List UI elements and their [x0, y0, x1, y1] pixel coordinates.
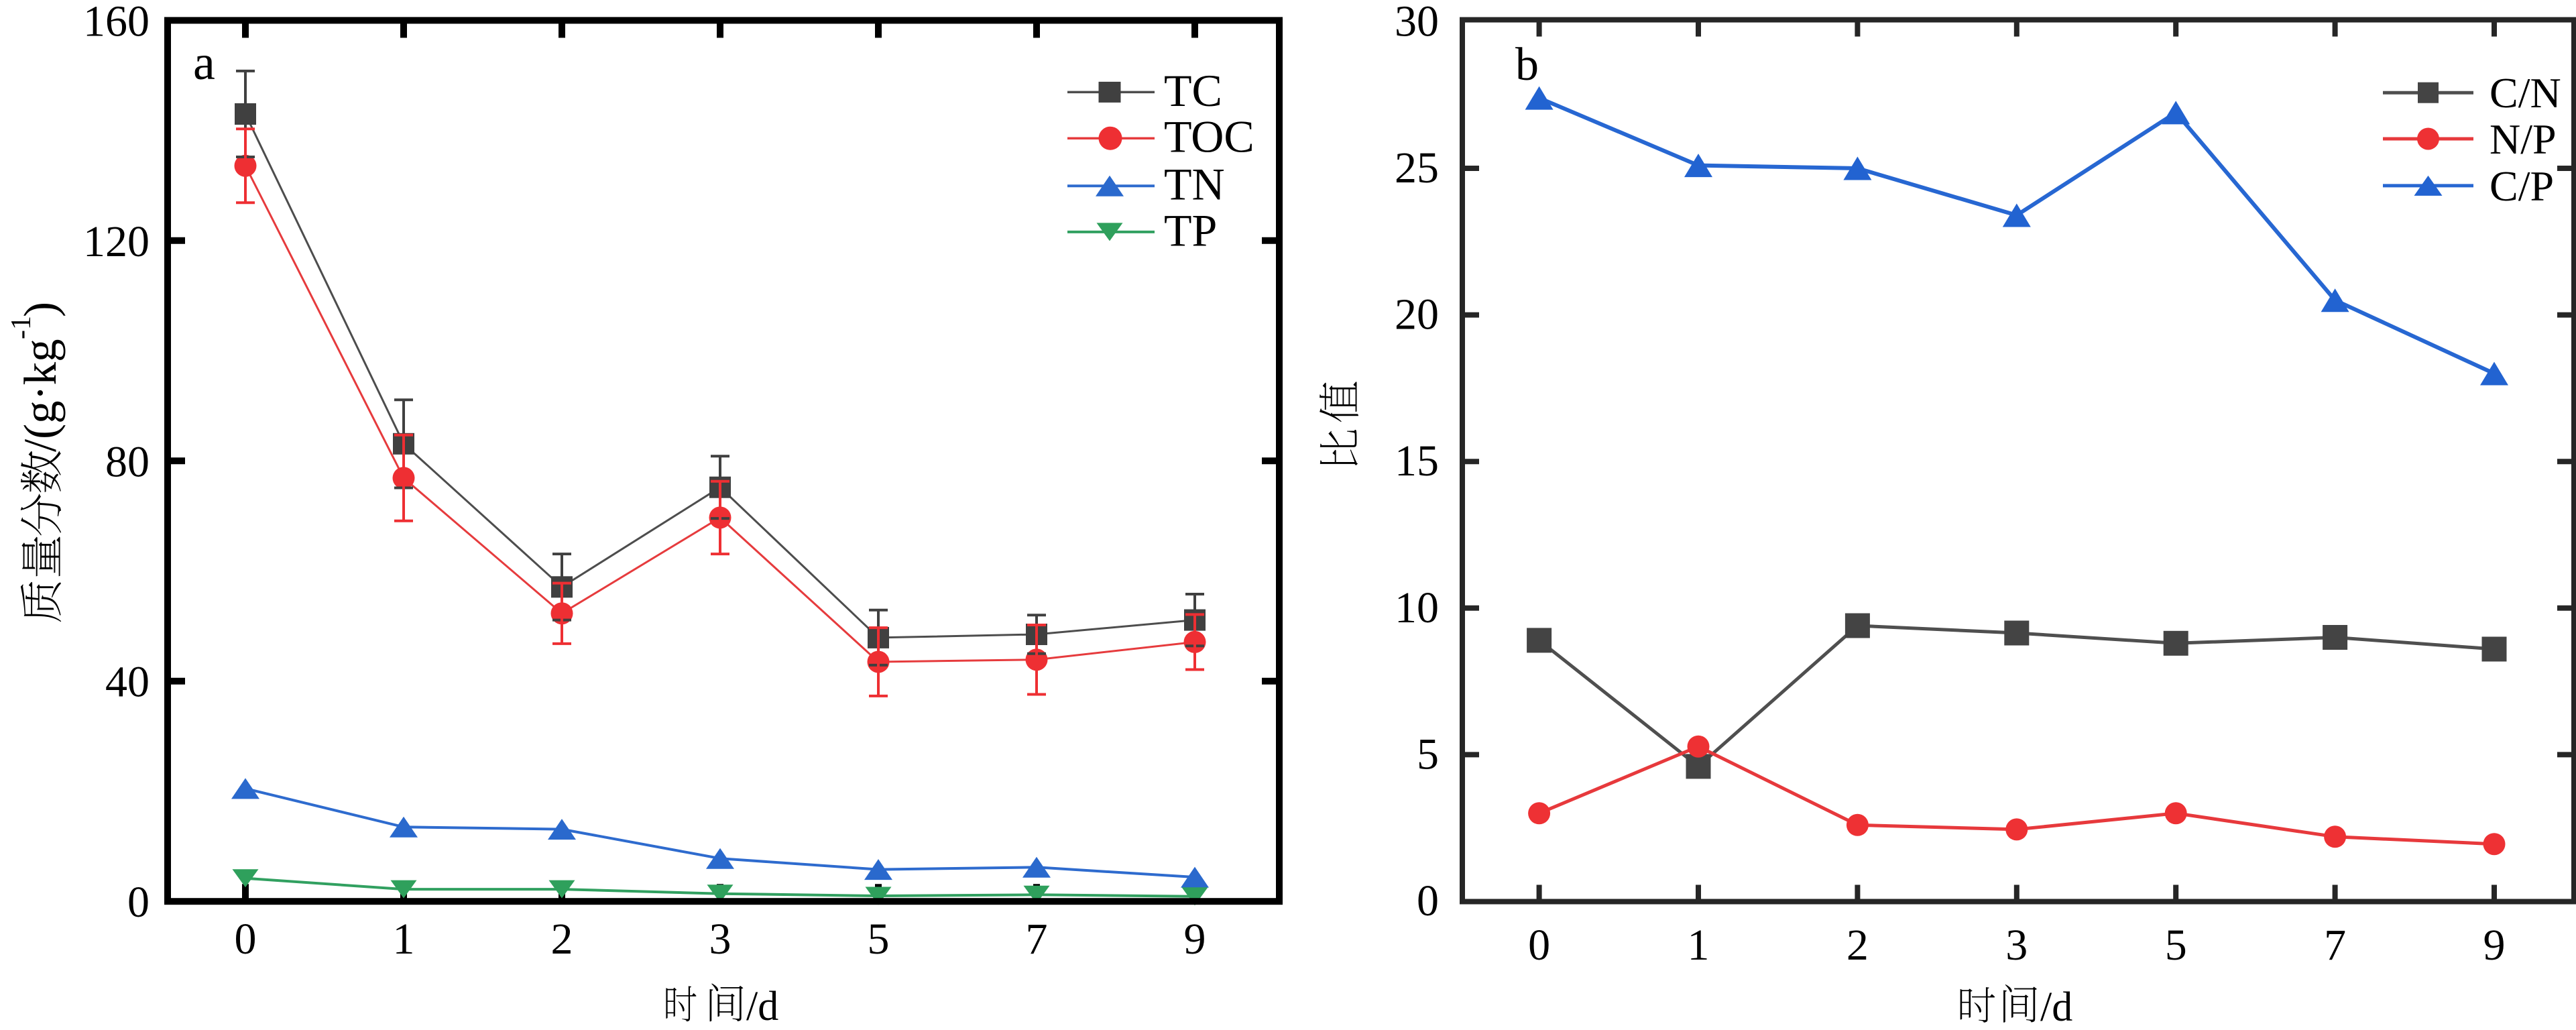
svg-text:20: 20	[1395, 290, 1439, 339]
svg-text:10: 10	[1395, 583, 1439, 632]
svg-text:3: 3	[2005, 921, 2028, 970]
svg-text:40: 40	[105, 658, 150, 707]
svg-text:30: 30	[1395, 0, 1439, 46]
svg-text:120: 120	[83, 217, 150, 266]
svg-text:25: 25	[1395, 144, 1439, 192]
svg-text:5: 5	[2165, 921, 2187, 970]
svg-text:5: 5	[868, 915, 890, 964]
svg-text:/d: /d	[2040, 984, 2072, 1030]
svg-text:a: a	[193, 36, 215, 91]
svg-text:C/P: C/P	[2490, 162, 2554, 210]
svg-text:TOC: TOC	[1164, 111, 1254, 162]
svg-text:/d: /d	[746, 984, 778, 1029]
svg-text:N/P: N/P	[2490, 115, 2557, 163]
svg-text:9: 9	[2483, 921, 2506, 970]
svg-text:0: 0	[1417, 876, 1439, 925]
svg-text:0: 0	[235, 915, 257, 964]
svg-text:15: 15	[1395, 437, 1439, 485]
svg-text:): )	[15, 302, 66, 317]
svg-text:2: 2	[551, 915, 573, 964]
svg-text:7: 7	[1026, 915, 1048, 964]
svg-text:5: 5	[1417, 730, 1439, 779]
svg-text:1: 1	[1688, 921, 1710, 970]
svg-text:TC: TC	[1164, 65, 1222, 116]
svg-text:TN: TN	[1164, 159, 1225, 210]
svg-text:2: 2	[1847, 921, 1869, 970]
svg-text:80: 80	[105, 437, 150, 486]
svg-text:0: 0	[1528, 921, 1550, 970]
svg-text:b: b	[1515, 39, 1539, 91]
svg-text:TP: TP	[1164, 205, 1217, 255]
svg-text:-1: -1	[6, 316, 37, 339]
svg-text:3: 3	[709, 915, 731, 964]
svg-text:1: 1	[393, 915, 415, 964]
svg-text:9: 9	[1184, 915, 1206, 964]
svg-text:0: 0	[127, 878, 150, 927]
svg-text:/(g·kg: /(g·kg	[15, 339, 66, 452]
svg-text:7: 7	[2324, 921, 2346, 970]
svg-text:C/N: C/N	[2490, 69, 2561, 117]
svg-text:160: 160	[83, 0, 150, 46]
